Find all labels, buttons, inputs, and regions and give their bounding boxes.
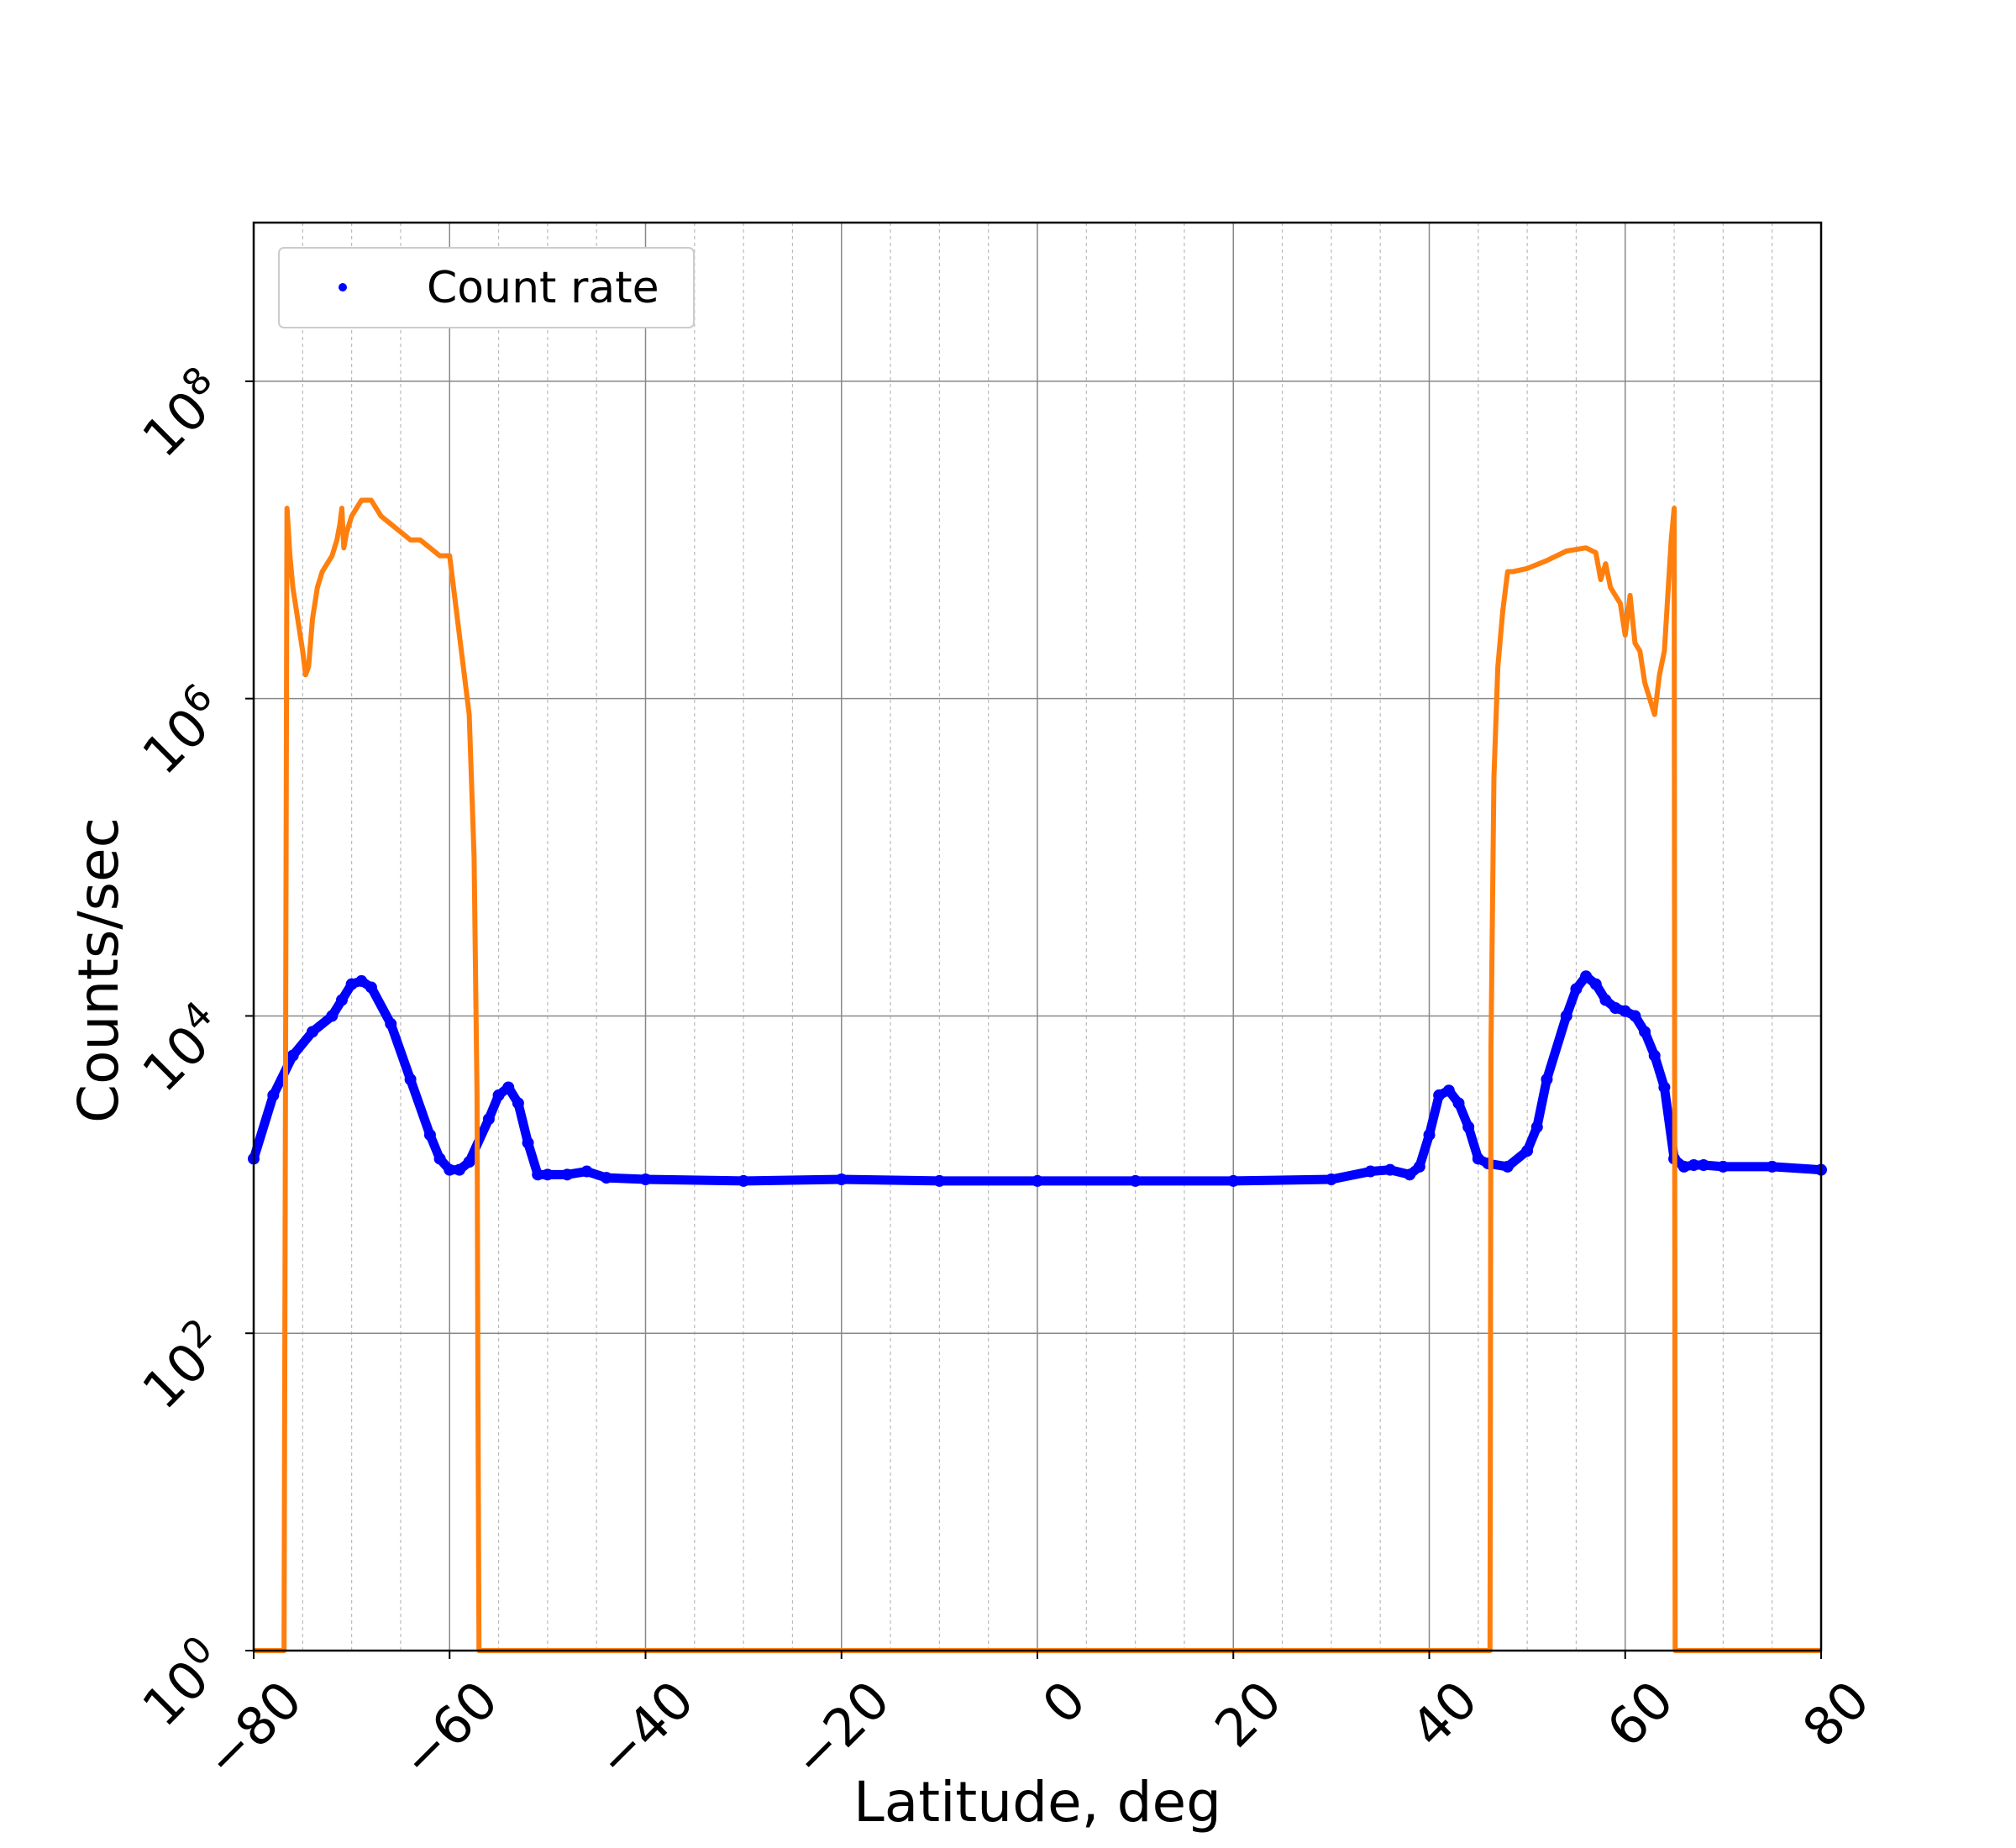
data-point-count-rate: [1570, 983, 1583, 995]
legend-marker-count-rate: [339, 283, 347, 291]
data-point-count-rate: [1658, 1081, 1671, 1094]
major-gridlines: [253, 223, 1822, 1651]
data-point-count-rate: [1766, 1160, 1778, 1173]
data-point-count-rate: [1227, 1174, 1240, 1187]
data-point-count-rate: [1629, 1010, 1641, 1022]
data-point-count-rate: [600, 1172, 612, 1184]
x-tick-label: 40: [1399, 1669, 1489, 1759]
data-point-count-rate: [355, 974, 368, 987]
x-tick-label: −60: [389, 1669, 510, 1790]
data-point-count-rate: [1589, 978, 1602, 990]
data-point-count-rate: [1442, 1084, 1455, 1097]
legend-label-count-rate: Count rate: [427, 263, 659, 313]
data-point-count-rate: [522, 1137, 534, 1149]
data-point-count-rate: [326, 1010, 339, 1022]
data-point-count-rate: [1433, 1089, 1446, 1101]
y-tick-label: 108: [127, 359, 237, 469]
data-point-count-rate: [933, 1174, 946, 1187]
data-point-count-rate: [345, 978, 358, 990]
data-point-count-rate: [1639, 1026, 1651, 1038]
y-tick-label: 104: [127, 993, 237, 1103]
data-point-count-rate: [286, 1049, 299, 1062]
data-point-count-rate: [423, 1129, 436, 1142]
data-point-count-rate: [738, 1174, 750, 1187]
data-point-count-rate: [1541, 1074, 1553, 1085]
x-tick-label: 0: [1031, 1669, 1098, 1736]
x-axis-title: Latitude, deg: [853, 1770, 1221, 1835]
x-tick-label: 20: [1203, 1669, 1293, 1759]
data-point-count-rate: [433, 1152, 446, 1165]
data-point-count-rate: [502, 1081, 515, 1094]
data-point-count-rate: [1717, 1160, 1730, 1173]
data-point-count-rate: [1129, 1174, 1142, 1187]
data-point-count-rate: [1677, 1160, 1690, 1173]
data-point-count-rate: [1501, 1160, 1514, 1173]
data-point-count-rate: [561, 1168, 574, 1181]
x-tick-label: −40: [585, 1669, 706, 1790]
data-point-count-rate: [1032, 1174, 1043, 1187]
data-point-count-rate: [1530, 1121, 1543, 1133]
data-point-count-rate: [385, 1017, 397, 1030]
data-point-count-rate: [335, 994, 348, 1006]
data-point-count-rate: [1619, 1005, 1631, 1017]
data-point-count-rate: [541, 1168, 554, 1181]
data-point-count-rate: [1325, 1173, 1337, 1185]
legend: Count rate: [278, 247, 695, 328]
data-point-count-rate: [1423, 1129, 1436, 1142]
data-point-count-rate: [453, 1163, 465, 1176]
data-point-count-rate: [1364, 1165, 1377, 1178]
data-point-count-rate: [492, 1089, 505, 1101]
data-point-count-rate: [1560, 1010, 1572, 1022]
data-point-count-rate: [1413, 1160, 1425, 1173]
data-point-count-rate: [267, 1089, 280, 1101]
legend-box: [278, 247, 695, 328]
data-point-count-rate: [512, 1097, 524, 1110]
data-point-count-rate: [639, 1173, 652, 1185]
data-point-count-rate: [532, 1168, 544, 1181]
data-point-count-rate: [1648, 1049, 1661, 1062]
data-point-count-rate: [1599, 994, 1612, 1006]
data-point-count-rate: [1688, 1159, 1700, 1171]
data-point-count-rate: [463, 1156, 475, 1168]
data-point-count-rate: [580, 1165, 593, 1178]
y-axis-title: Counts/sec: [66, 817, 131, 1123]
data-point-count-rate: [835, 1173, 848, 1185]
data-point-count-rate: [1609, 1002, 1622, 1014]
data-point-count-rate: [1452, 1097, 1465, 1110]
data-point-count-rate: [1472, 1152, 1484, 1165]
data-point-count-rate: [365, 981, 377, 994]
data-point-count-rate: [444, 1163, 456, 1176]
x-tick-label: 80: [1791, 1669, 1881, 1759]
data-point-count-rate: [1383, 1163, 1396, 1176]
data-point-count-rate: [306, 1026, 318, 1038]
data-point-count-rate: [1404, 1168, 1416, 1181]
data-point-count-rate: [1580, 970, 1593, 983]
data-point-count-rate: [482, 1113, 495, 1126]
data-point-count-rate: [1698, 1159, 1710, 1171]
data-point-count-rate: [1462, 1121, 1475, 1133]
data-point-count-rate: [1521, 1145, 1534, 1157]
data-point-count-rate: [404, 1074, 417, 1085]
y-tick-label: 106: [127, 675, 237, 785]
y-tick-label: 102: [127, 1310, 237, 1420]
x-tick-label: 60: [1595, 1669, 1685, 1759]
